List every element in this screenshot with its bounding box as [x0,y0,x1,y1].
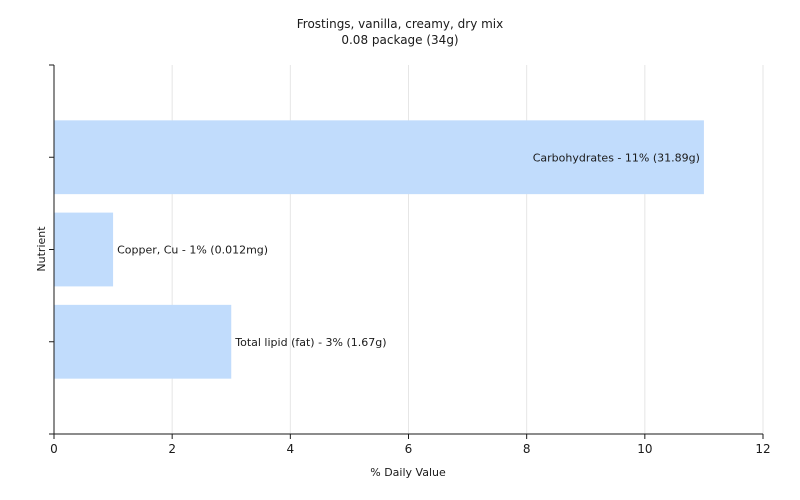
bar [54,120,704,195]
bar [54,304,232,379]
x-tick-label: 0 [50,442,58,456]
bar-data-label: Total lipid (fat) - 3% (1.67g) [234,336,386,349]
x-tick-label: 2 [168,442,176,456]
chart-title: Frostings, vanilla, creamy, dry mix [297,17,504,31]
x-tick-label: 6 [405,442,413,456]
x-tick-label: 4 [287,442,295,456]
bar-data-label: Carbohydrates - 11% (31.89g) [533,151,700,164]
x-axis-title: % Daily Value [370,466,446,479]
bar-data-label: Copper, Cu - 1% (0.012mg) [117,244,268,257]
x-tick-label: 8 [523,442,531,456]
bars: Carbohydrates - 11% (31.89g) Copper, Cu -… [54,120,704,379]
chart-subtitle: 0.08 package (34g) [341,33,458,47]
x-tick-label: 12 [755,442,770,456]
x-ticks: 0 2 4 6 8 10 12 [50,434,771,456]
x-tick-label: 10 [637,442,652,456]
bar [54,212,114,287]
y-ticks [49,64,54,435]
y-axis-title: Nutrient [35,226,48,272]
